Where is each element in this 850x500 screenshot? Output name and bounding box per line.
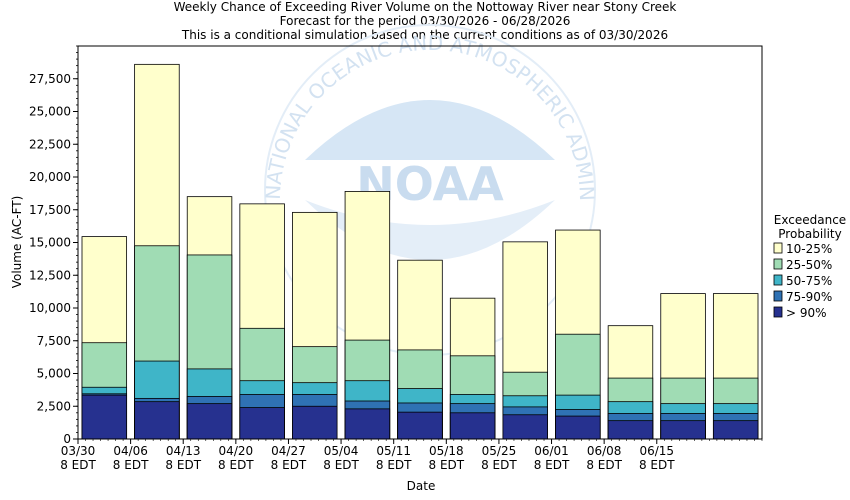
- bar-segment: [661, 421, 706, 439]
- x-tick-label-zone: 8 EDT: [60, 458, 96, 472]
- legend: ExceedanceProbability10-25% 25-50% 50-75% 7…: [774, 213, 846, 320]
- x-tick-label-date: 06/15: [639, 444, 674, 458]
- y-tick-label: 5,000: [37, 367, 71, 381]
- legend-label: > 90%: [786, 306, 827, 320]
- x-tick-label-date: 04/20: [219, 444, 254, 458]
- week-stack: [398, 260, 443, 439]
- y-tick-label: 7,500: [37, 334, 71, 348]
- legend-item: 25-50%: [774, 258, 832, 272]
- legend-swatch: [774, 243, 782, 253]
- week-stack: [450, 298, 495, 439]
- y-tick-label: 10,000: [29, 301, 71, 315]
- x-tick-label-zone: 8 EDT: [639, 458, 675, 472]
- y-tick-label: 25,000: [29, 105, 71, 119]
- watermark-arc-text: NATIONAL OCEANIC AND ATMOSPHERIC ADMINIS…: [0, 0, 599, 201]
- week-stack: [713, 294, 758, 439]
- x-tick-label-date: 04/06: [113, 444, 148, 458]
- x-tick-label-date: 03/30: [61, 444, 96, 458]
- x-tick-label-date: 05/25: [482, 444, 517, 458]
- y-tick-label: 27,500: [29, 72, 71, 86]
- legend-label: 50-75%: [786, 274, 832, 288]
- legend-title: Exceedance: [774, 213, 846, 227]
- week-stack: [187, 197, 232, 439]
- week-stack: [240, 204, 285, 439]
- x-tick-label-zone: 8 EDT: [481, 458, 517, 472]
- y-tick-label: 12,500: [29, 268, 71, 282]
- week-stack: [345, 191, 390, 439]
- x-tick-label-date: 05/04: [324, 444, 359, 458]
- bar-segment: [713, 421, 758, 439]
- week-stack: [608, 326, 653, 439]
- legend-swatch: [774, 259, 782, 269]
- x-axis-label: Date: [407, 479, 436, 493]
- legend-item: 10-25%: [774, 242, 832, 256]
- legend-title: Probability: [778, 227, 841, 241]
- x-tick-label-zone: 8 EDT: [429, 458, 465, 472]
- bar-segment: [345, 409, 390, 439]
- x-tick-label-date: 05/11: [376, 444, 411, 458]
- bar-segment: [187, 404, 232, 439]
- x-tick-label-date: 06/01: [534, 444, 569, 458]
- bar-segment: [292, 406, 337, 439]
- y-tick-label: 17,500: [29, 203, 71, 217]
- week-stack: [135, 64, 180, 439]
- week-stack: [661, 294, 706, 439]
- week-stack: [503, 242, 548, 439]
- legend-swatch: [774, 275, 782, 285]
- legend-item: 50-75%: [774, 274, 832, 288]
- y-tick-label: 22,500: [29, 137, 71, 151]
- bar-segment: [450, 413, 495, 439]
- x-tick-label-zone: 8 EDT: [376, 458, 412, 472]
- legend-label: 75-90%: [786, 290, 832, 304]
- y-tick-label: 20,000: [29, 170, 71, 184]
- legend-swatch: [774, 307, 782, 317]
- week-stack: [292, 212, 337, 439]
- x-tick-label-date: 05/18: [429, 444, 464, 458]
- legend-item: 75-90%: [774, 290, 832, 304]
- x-tick-label-zone: 8 EDT: [218, 458, 254, 472]
- bar-segment: [608, 421, 653, 439]
- legend-swatch: [774, 291, 782, 301]
- bar-segment: [556, 416, 601, 439]
- week-stack: [556, 230, 601, 439]
- x-tick-label-date: 04/13: [166, 444, 201, 458]
- y-axis-label: Volume (AC-FT): [10, 196, 24, 289]
- x-tick-label-zone: 8 EDT: [323, 458, 359, 472]
- legend-label: 25-50%: [786, 258, 832, 272]
- bar-segment: [503, 415, 548, 439]
- x-tick-label-zone: 8 EDT: [113, 458, 149, 472]
- x-tick-label-date: 04/27: [271, 444, 306, 458]
- bar-segment: [240, 408, 285, 439]
- y-tick-label: 15,000: [29, 236, 71, 250]
- bar-segment: [82, 395, 127, 439]
- x-tick-label-zone: 8 EDT: [165, 458, 201, 472]
- watermark-sky: [305, 100, 555, 160]
- y-tick-label: 2,500: [37, 399, 71, 413]
- legend-label: 10-25%: [786, 242, 832, 256]
- x-tick-label-zone: 8 EDT: [534, 458, 570, 472]
- bar-segment: [398, 412, 443, 439]
- x-tick-label-date: 06/08: [587, 444, 622, 458]
- x-tick-label-zone: 8 EDT: [271, 458, 307, 472]
- bar-segment: [135, 402, 180, 439]
- x-tick-label-zone: 8 EDT: [586, 458, 622, 472]
- week-stack: [82, 237, 127, 439]
- legend-item: > 90%: [774, 306, 827, 320]
